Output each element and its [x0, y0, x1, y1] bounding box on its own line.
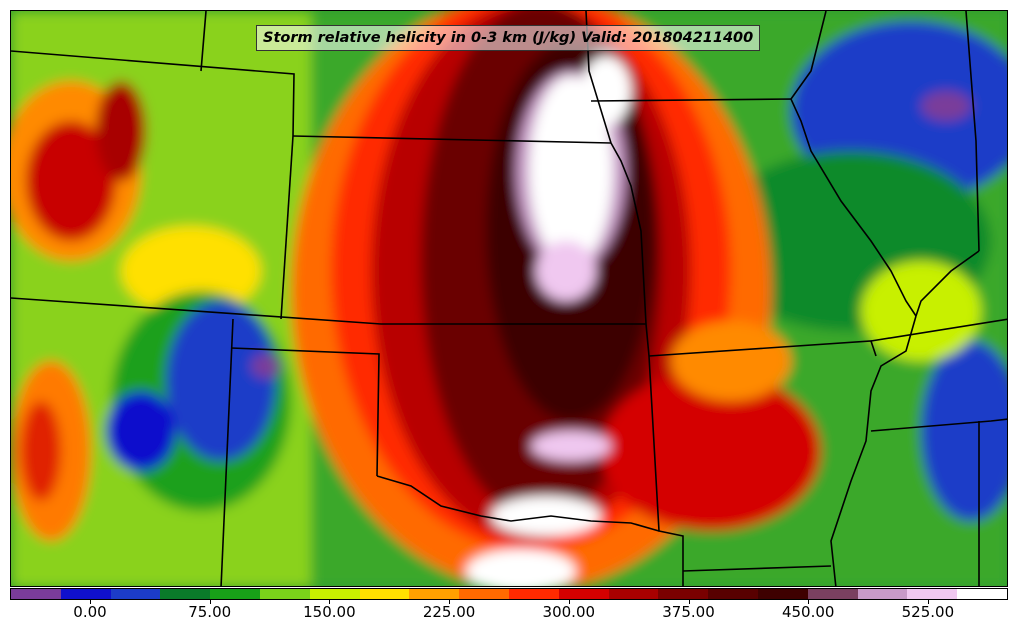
- colorbar-swatch: [757, 589, 808, 599]
- colorbar-swatch: [608, 589, 659, 599]
- field-peak-south-a: [531, 431, 611, 461]
- colorbar-swatch: [658, 589, 709, 599]
- colorbar-swatch: [160, 589, 211, 599]
- boundary-wy-north: [11, 50, 295, 137]
- field-nw-red: [26, 121, 116, 241]
- boundary-ar-la: [682, 565, 832, 572]
- boundary-ia-ne: [610, 142, 647, 325]
- colorbar-tick-mark: [329, 600, 331, 604]
- colorbar-swatch: [857, 589, 908, 599]
- field-peak-pink-mid: [536, 241, 596, 301]
- colorbar-tick-label: 75.00: [188, 603, 232, 621]
- helicity-map: Storm relative helicity in 0-3 km (J/kg)…: [10, 10, 1008, 587]
- colorbar: [10, 588, 1008, 600]
- boundary-ok-east: [645, 323, 684, 586]
- boundary-ia-north-mn: [590, 98, 917, 317]
- boundary-tn-south: [870, 418, 1007, 432]
- colorbar-swatch: [558, 589, 609, 599]
- field-sw-deepblue: [106, 391, 176, 471]
- field-ne-purple: [921, 91, 971, 121]
- field-peak-white-north: [529, 76, 613, 266]
- boundary-red-river: [376, 475, 660, 532]
- field-sw-red: [21, 401, 61, 501]
- colorbar-ticks: 0.00 75.00 150.00 225.00 300.00 375.00 450.00 5…: [10, 600, 1008, 630]
- colorbar-tick-label: 450.00: [781, 603, 835, 621]
- colorbar-swatch: [259, 589, 310, 599]
- colorbar-tick-label: 375.00: [662, 603, 715, 621]
- colorbar-swatch: [508, 589, 559, 599]
- colorbar-tick-mark: [568, 600, 570, 604]
- field-e-orange: [671, 321, 791, 401]
- colorbar-tick-label: 225.00: [422, 603, 476, 621]
- field-w-yellow: [121, 226, 261, 316]
- colorbar-tick-mark: [927, 600, 929, 604]
- colorbar-swatch: [409, 589, 460, 599]
- boundary-ky: [915, 250, 980, 317]
- colorbar-swatch: [359, 589, 410, 599]
- boundary-ky-tn: [870, 318, 1007, 342]
- colorbar-swatch: [110, 589, 161, 599]
- field-se-blue: [921, 341, 1007, 521]
- field-peak-white-top: [581, 56, 631, 126]
- boundary-in-il: [965, 11, 980, 252]
- field-nw-darkred: [96, 81, 146, 181]
- colorbar-tick-label: 300.00: [542, 603, 596, 621]
- field-peak-south-c: [466, 549, 576, 586]
- boundary-wi: [790, 11, 827, 100]
- colorbar-tick-mark: [90, 600, 91, 604]
- colorbar-swatch: [807, 589, 858, 599]
- field-e-lime: [861, 261, 981, 361]
- helicity-field: [11, 11, 1007, 586]
- boundary-co-west-edge: [280, 135, 294, 320]
- colorbar-swatch: [60, 589, 111, 599]
- boundary-ne-north: [292, 135, 612, 144]
- colorbar-tick-label: 0.00: [73, 603, 107, 621]
- colorbar-tick-mark: [209, 600, 211, 604]
- colorbar-tick-mark: [449, 600, 451, 604]
- field-sw-blue: [166, 301, 276, 461]
- colorbar-swatch: [11, 589, 61, 599]
- state-boundaries: [11, 11, 1007, 586]
- map-title: Storm relative helicity in 0-3 km (J/kg)…: [256, 25, 761, 51]
- boundary-mississippi: [830, 315, 917, 586]
- colorbar-swatch: [708, 589, 758, 599]
- boundary-nm-north: [230, 347, 380, 477]
- colorbar-tick-mark: [808, 600, 810, 604]
- colorbar-swatch: [309, 589, 360, 599]
- colorbar-tick-mark: [688, 600, 690, 604]
- colorbar-swatch: [210, 589, 260, 599]
- colorbar-swatch: [459, 589, 509, 599]
- colorbar-swatch: [957, 589, 1007, 599]
- boundary-mt-id: [200, 11, 207, 72]
- colorbar-swatch: [907, 589, 958, 599]
- field-sw-purple: [251, 354, 281, 378]
- colorbar-tick-label: 150.00: [303, 603, 356, 621]
- colorbar-tick-label: 525.00: [901, 603, 955, 621]
- boundary-az-nm: [220, 318, 234, 586]
- boundary-ut-co-south: [11, 297, 382, 325]
